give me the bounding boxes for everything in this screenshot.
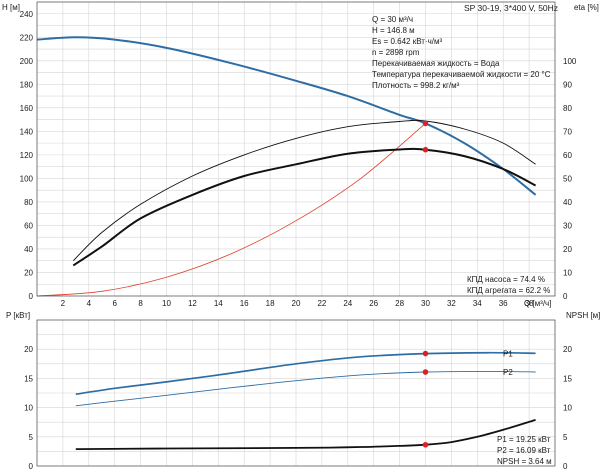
eta-tick-label: 0 [563, 292, 568, 301]
info-temperature: Температура перекачиваемой жидкости = 20… [372, 70, 551, 79]
info-eta-pump: КПД насоса = 74.4 % [467, 275, 545, 284]
series-line-head [36, 36, 537, 196]
duty-point-marker [422, 120, 429, 127]
head-tick-label: 160 [20, 104, 34, 113]
head-tick-label: 40 [24, 245, 33, 254]
info-eta-unit: КПД агрегата = 62.2 % [467, 286, 550, 295]
eta-tick-label: 100 [563, 57, 577, 66]
power-tick-label: 10 [24, 404, 33, 413]
eta-tick-label: 60 [563, 151, 572, 160]
x-tick-label: 24 [343, 299, 352, 308]
series-line-eta_unit [72, 147, 537, 267]
eta-tick-label: 20 [563, 245, 572, 254]
eta-tick-label: 70 [563, 127, 572, 136]
info-head: H = 146.8 м [372, 26, 415, 35]
x-tick-label: 16 [240, 299, 249, 308]
eta-axis-label: eta [%] [574, 3, 599, 12]
info-density: Плотность = 998.2 кг/м³ [372, 81, 460, 90]
head-plot-frame [36, 1, 556, 297]
x-tick-label: 36 [499, 299, 508, 308]
head-tick-label: 140 [20, 127, 34, 136]
power-tick-label: 20 [24, 345, 33, 354]
eta-tick-label: 40 [563, 198, 572, 207]
eta-tick-label: 10 [563, 268, 572, 277]
x-tick-label: 8 [138, 299, 143, 308]
x-tick-label: 22 [317, 299, 326, 308]
power-tick-label: 0 [29, 462, 34, 471]
power-axis-label: P [кВт] [6, 311, 30, 320]
head-tick-label: 20 [24, 268, 33, 277]
head-tick-label: 180 [20, 80, 34, 89]
x-tick-label: 2 [61, 299, 66, 308]
series-line-P1 [75, 351, 536, 396]
x-tick-label: 26 [369, 299, 378, 308]
info-energy: Es = 0.642 кВт·ч/м³ [372, 37, 442, 46]
x-tick-label: 4 [87, 299, 92, 308]
head-tick-label: 200 [20, 57, 34, 66]
eta-tick-label: 90 [563, 80, 572, 89]
series-line-system [36, 123, 426, 297]
head-tick-label: 220 [20, 33, 34, 42]
power-tick-label: 15 [24, 374, 33, 383]
npsh-axis-label: NPSH [м] [566, 311, 600, 320]
power-tick-label: 5 [29, 433, 34, 442]
x-tick-label: 6 [112, 299, 117, 308]
series-label-P2: P2 [503, 368, 513, 377]
head-tick-label: 80 [24, 198, 33, 207]
info-flow: Q = 30 м³/ч [372, 15, 413, 24]
info-p2: P2 = 16.09 кВт [497, 446, 551, 455]
eta-tick-label: 30 [563, 221, 572, 230]
duty-point-marker [422, 441, 429, 448]
duty-point-marker [422, 350, 429, 357]
head-tick-label: 240 [20, 10, 34, 19]
x-tick-label: 30 [421, 299, 430, 308]
series-line-eta_pump [72, 119, 536, 262]
chart-title: SP 30-19, 3*400 V, 50Hz [464, 3, 558, 13]
x-tick-label: 10 [162, 299, 171, 308]
npsh-tick-label: 0 [563, 462, 568, 471]
series-label-P1: P1 [503, 349, 513, 358]
npsh-tick-label: 10 [563, 404, 572, 413]
x-tick-label: 18 [266, 299, 275, 308]
duty-info-block: Q = 30 м³/ч H = 146.8 м Es = 0.642 кВт·ч… [372, 15, 551, 90]
x-tick-label: 32 [447, 299, 456, 308]
x-tick-label: 38 [525, 299, 534, 308]
npsh-tick-label: 5 [563, 433, 568, 442]
x-tick-label: 28 [395, 299, 404, 308]
x-tick-label: 12 [188, 299, 197, 308]
duty-point-marker [422, 369, 429, 375]
head-axis-label: H [м] [2, 3, 20, 12]
efficiency-info-block: КПД насоса = 74.4 % КПД агрегата = 62.2 … [467, 275, 550, 295]
info-speed: n = 2898 rpm [372, 48, 420, 57]
npsh-tick-label: 20 [563, 345, 572, 354]
head-tick-label: 0 [29, 292, 34, 301]
head-tick-label: 60 [24, 221, 33, 230]
series-line-P2 [75, 370, 536, 407]
x-tick-label: 20 [292, 299, 301, 308]
info-npsh: NPSH = 3.64 м [497, 457, 552, 466]
eta-tick-label: 50 [563, 174, 572, 183]
head-tick-label: 120 [20, 151, 34, 160]
series-line-npsh [75, 419, 536, 450]
duty-point-marker [422, 146, 429, 153]
info-liquid: Перекачиваемая жидкость = Вода [372, 59, 500, 68]
eta-tick-label: 80 [563, 104, 572, 113]
head-tick-label: 100 [20, 174, 34, 183]
npsh-tick-label: 15 [563, 374, 572, 383]
power-info-block: P1 = 19.25 кВт P2 = 16.09 кВт NPSH = 3.6… [497, 435, 552, 466]
flow-axis-label: Q [м³/ч] [524, 299, 551, 308]
power-plot-frame [36, 319, 556, 467]
x-tick-label: 34 [473, 299, 482, 308]
info-p1: P1 = 19.25 кВт [497, 435, 551, 444]
x-tick-label: 14 [214, 299, 223, 308]
